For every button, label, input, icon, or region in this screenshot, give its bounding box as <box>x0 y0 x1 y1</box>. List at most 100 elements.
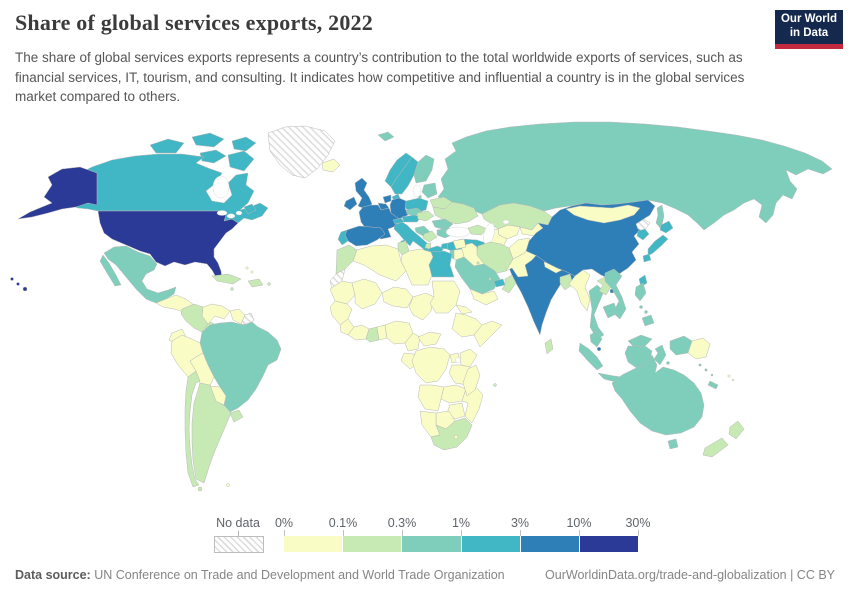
country-mindanao[interactable] <box>641 314 655 327</box>
country-canada-baffin[interactable] <box>227 150 255 172</box>
country-solomon3[interactable] <box>710 373 714 377</box>
country-thailand[interactable] <box>588 284 605 340</box>
country-sulawesi[interactable] <box>653 344 667 366</box>
country-japan-hokkaido[interactable] <box>659 220 674 234</box>
country-ghana[interactable] <box>365 326 380 343</box>
country-hispaniola[interactable] <box>247 278 264 288</box>
country-solomon2[interactable] <box>704 368 708 372</box>
legend-bin-1[interactable] <box>343 536 403 552</box>
country-myanmar[interactable] <box>568 269 591 312</box>
country-moluccas1[interactable] <box>666 361 670 365</box>
country-falkland[interactable] <box>226 483 230 487</box>
country-sri-lanka[interactable] <box>544 338 554 355</box>
country-sumatra[interactable] <box>578 342 604 371</box>
country-egypt[interactable] <box>428 250 455 278</box>
country-finland[interactable] <box>413 154 435 184</box>
country-mozambique[interactable] <box>461 386 484 424</box>
country-hawaii3[interactable] <box>22 286 28 292</box>
country-new-caledonia[interactable] <box>707 380 719 390</box>
country-uk[interactable] <box>354 177 373 210</box>
country-sudan[interactable] <box>429 280 461 314</box>
country-somalia[interactable] <box>473 320 503 348</box>
no-data-swatch[interactable] <box>214 536 264 553</box>
country-svalbard[interactable] <box>377 131 395 142</box>
legend-bin-0[interactable] <box>284 536 344 552</box>
country-colombia[interactable] <box>180 303 209 333</box>
country-spain[interactable] <box>344 225 386 247</box>
owid-logo[interactable]: Our World in Data <box>775 10 843 49</box>
country-singapore[interactable] <box>597 346 602 351</box>
country-luzon[interactable] <box>634 282 647 302</box>
country-oman[interactable] <box>501 274 517 294</box>
country-visayas2[interactable] <box>644 310 648 314</box>
country-jamaica[interactable] <box>230 287 234 291</box>
country-canada-arctic2[interactable] <box>191 132 225 148</box>
country-argentina[interactable] <box>191 382 232 484</box>
country-ireland[interactable] <box>343 196 358 211</box>
country-canada-arctic3[interactable] <box>231 136 257 152</box>
country-puerto-rico[interactable] <box>267 282 271 286</box>
country-nz-south[interactable] <box>702 437 729 458</box>
owid-link[interactable]: OurWorldinData.org/trade-and-globalizati… <box>545 568 835 582</box>
legend-bin-5[interactable] <box>579 536 639 552</box>
country-fiji2[interactable] <box>731 378 735 382</box>
country-hawaii1[interactable] <box>10 277 14 281</box>
country-madagascar[interactable] <box>462 364 481 397</box>
country-kenya[interactable] <box>459 348 478 368</box>
country-turkey-west[interactable] <box>440 242 449 250</box>
country-newfoundland[interactable] <box>243 203 257 215</box>
country-caucasus[interactable] <box>467 224 488 236</box>
country-mexico[interactable] <box>103 245 177 304</box>
country-drc[interactable] <box>411 346 451 384</box>
country-bahamas2[interactable] <box>250 270 254 274</box>
country-south-africa[interactable] <box>430 417 473 451</box>
country-central-african-republic[interactable] <box>417 331 442 347</box>
country-tasmania[interactable] <box>667 438 679 450</box>
country-serbia[interactable] <box>422 230 438 243</box>
country-alaska[interactable] <box>17 166 98 220</box>
country-cambodia[interactable] <box>602 302 619 319</box>
country-lesotho[interactable] <box>453 434 459 440</box>
legend-color-bar[interactable] <box>284 536 639 552</box>
country-yemen[interactable] <box>469 288 499 306</box>
country-japan-honshu[interactable] <box>647 234 669 257</box>
country-north-korea[interactable] <box>635 218 651 232</box>
country-cameroon[interactable] <box>404 332 421 352</box>
country-vietnam[interactable] <box>604 268 627 320</box>
country-mauritius[interactable] <box>493 383 497 387</box>
country-bangladesh[interactable] <box>559 273 574 291</box>
country-germany[interactable] <box>389 197 409 220</box>
country-libya[interactable] <box>400 248 434 286</box>
country-tierra-del-fuego[interactable] <box>197 486 203 492</box>
country-chad[interactable] <box>408 292 435 321</box>
country-mongolia[interactable] <box>565 204 641 224</box>
country-hawaii2[interactable] <box>16 282 20 286</box>
country-south-korea[interactable] <box>636 228 650 241</box>
country-fiji1[interactable] <box>727 374 731 378</box>
country-malaysia-borneo[interactable] <box>627 334 653 347</box>
country-canada-arctic1[interactable] <box>149 138 185 154</box>
country-ukraine[interactable] <box>432 201 479 225</box>
country-baltic-states[interactable] <box>421 182 438 199</box>
country-papua-new-guinea[interactable] <box>687 337 711 360</box>
country-qatar[interactable] <box>488 277 492 281</box>
country-eritrea[interactable] <box>455 304 473 315</box>
country-cuba[interactable] <box>211 273 242 285</box>
country-australia[interactable] <box>611 354 705 436</box>
country-malaysia-peninsula[interactable] <box>589 330 603 348</box>
country-uruguay[interactable] <box>229 409 244 423</box>
legend-bin-2[interactable] <box>402 536 462 552</box>
legend-bin-3[interactable] <box>461 536 521 552</box>
country-baja[interactable] <box>99 254 122 287</box>
country-algeria[interactable] <box>352 244 407 282</box>
country-netherlands[interactable] <box>382 194 392 204</box>
country-china[interactable] <box>525 199 656 280</box>
country-greenland[interactable] <box>267 125 336 179</box>
country-nz-north[interactable] <box>728 420 745 440</box>
legend-bin-4[interactable] <box>520 536 580 552</box>
country-hungary-slovakia[interactable] <box>416 210 435 222</box>
country-iceland[interactable] <box>321 158 341 173</box>
country-mali[interactable] <box>351 278 383 310</box>
country-syria[interactable] <box>452 238 467 250</box>
country-kuwait[interactable] <box>476 261 480 265</box>
